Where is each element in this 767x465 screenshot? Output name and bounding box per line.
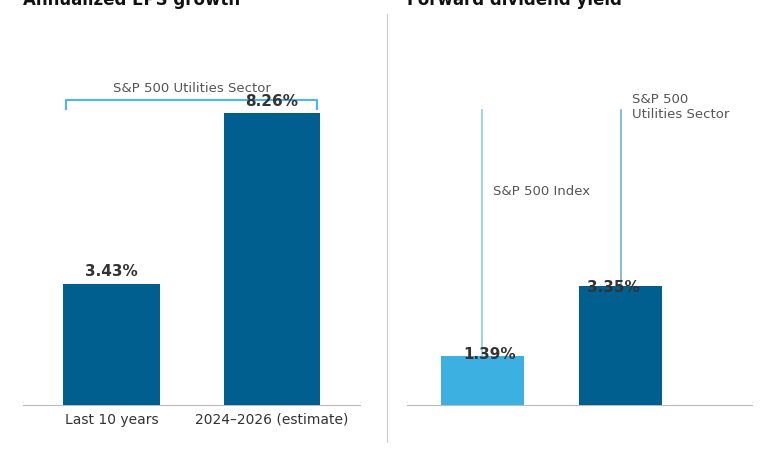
Text: S&P 500
Utilities Sector: S&P 500 Utilities Sector: [631, 93, 729, 121]
Text: 3.43%: 3.43%: [85, 265, 138, 279]
Text: 8.26%: 8.26%: [245, 94, 298, 109]
Text: Annualized EPS growth: Annualized EPS growth: [23, 0, 240, 9]
Text: S&P 500 Utilities Sector: S&P 500 Utilities Sector: [113, 82, 271, 95]
Bar: [63, 284, 160, 405]
Text: S&P 500 Index: S&P 500 Index: [493, 185, 591, 198]
Text: Forward dividend yield: Forward dividend yield: [407, 0, 621, 9]
Text: 3.35%: 3.35%: [588, 280, 640, 295]
Bar: [441, 356, 524, 405]
Bar: [224, 113, 321, 405]
Bar: [579, 286, 662, 405]
Text: 1.39%: 1.39%: [463, 347, 515, 362]
